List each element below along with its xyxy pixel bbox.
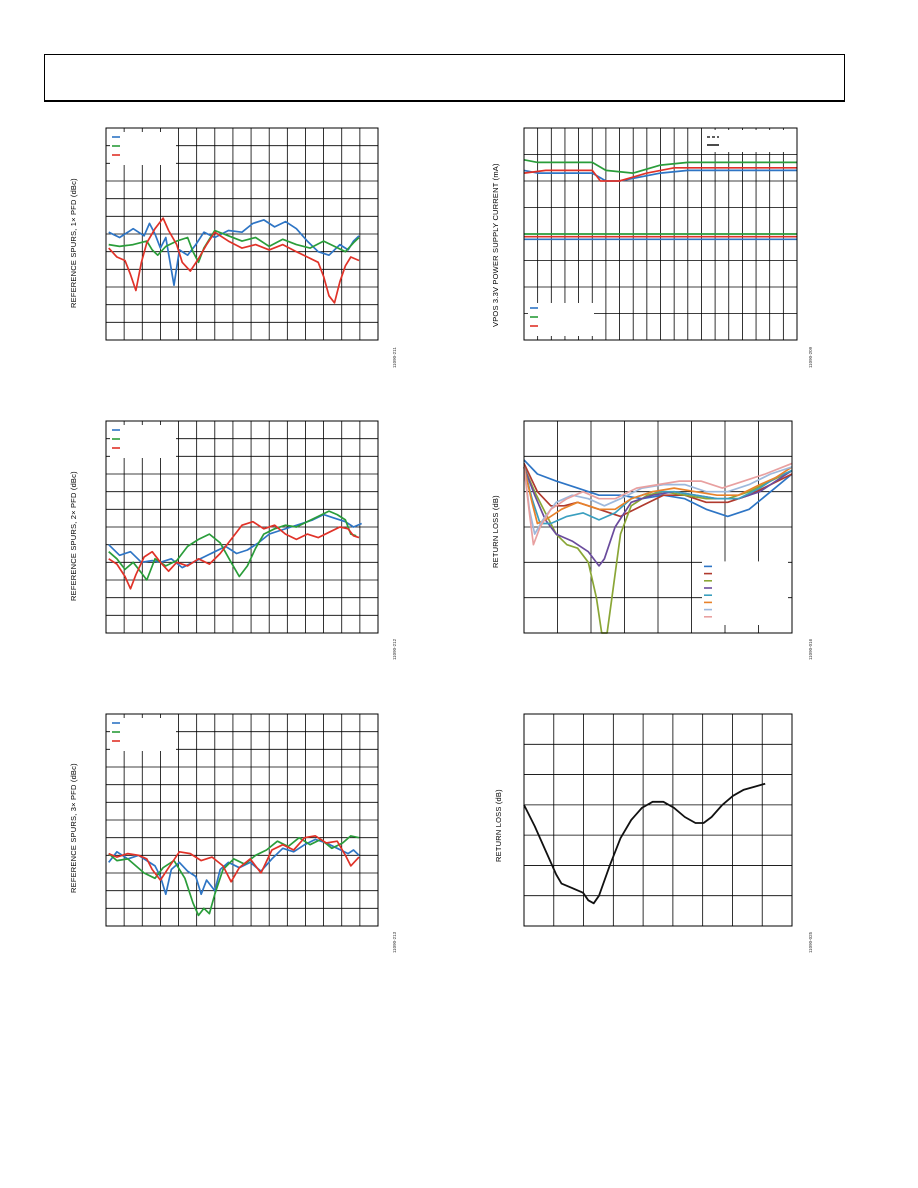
plot-frame (523, 420, 793, 634)
figure-id: 11090-212 (392, 638, 397, 660)
series-line-3 (523, 166, 797, 182)
series-line-2 (108, 229, 360, 264)
figure-id: 11090-211 (392, 347, 397, 368)
plot-frame (523, 127, 798, 341)
series-line-7 (523, 466, 793, 535)
figure-id: 11090-213 (392, 931, 397, 953)
legend-box (110, 132, 176, 165)
legend-box (528, 303, 594, 336)
chart-svg (105, 127, 379, 341)
series-line-1 (523, 782, 766, 905)
y-axis-label: REFERENCE SPURS, 3× PFD (dBc) (69, 763, 78, 893)
series-line-2 (108, 835, 360, 917)
y-axis-label: VPOS 3.3V POWER SUPPLY CURRENT (mA) (491, 163, 500, 327)
legend-box (703, 130, 793, 152)
page-header-box (44, 54, 845, 102)
series-line-1 (523, 459, 793, 518)
figure-id: 11090-016 (808, 638, 813, 660)
y-axis-label: REFERENCE SPURS, 2× PFD (dBc) (69, 471, 78, 601)
series-line-3 (108, 217, 360, 304)
y-axis-label: RETURN LOSS (dB) (494, 789, 503, 862)
series-line-3 (108, 520, 360, 590)
series-line-1 (108, 219, 360, 287)
series-line-8 (523, 462, 793, 546)
legend-box (110, 718, 176, 751)
figure-id: 11090-209 (808, 346, 813, 368)
chart-svg (105, 420, 379, 634)
plot-frame (105, 420, 379, 634)
series-line-3 (108, 835, 360, 883)
chart-svg (105, 713, 379, 927)
chart-svg (523, 127, 798, 341)
plot-frame (523, 713, 793, 927)
series-line-2 (108, 510, 357, 581)
y-axis-label: REFERENCE SPURS, 1× PFD (dBc) (69, 178, 78, 308)
y-axis-label: RETURN LOSS (dB) (491, 495, 500, 568)
legend-box (110, 425, 176, 458)
series-line-2 (523, 158, 797, 174)
series-line-1 (108, 838, 360, 896)
chart-svg (523, 420, 793, 634)
plot-frame (105, 127, 379, 341)
legend-box (702, 561, 788, 625)
chart-svg (523, 713, 793, 927)
plot-frame (105, 713, 379, 927)
figure-id: 11090-025 (808, 931, 813, 953)
